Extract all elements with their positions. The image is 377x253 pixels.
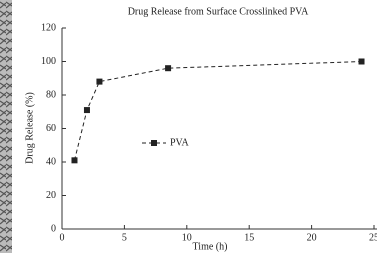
y-tick-label: 40: [46, 156, 56, 167]
x-axis-label: Time (h): [193, 241, 228, 252]
y-tick-label: 100: [41, 56, 56, 67]
marker: [359, 59, 365, 65]
series-line: [74, 62, 361, 161]
y-tick-label: 120: [41, 22, 56, 33]
x-tick-label: 25: [369, 232, 377, 243]
y-tick-label: 0: [51, 223, 56, 234]
chart-title: Drug Release from Surface Crosslinked PV…: [128, 6, 309, 17]
marker: [96, 79, 102, 85]
x-tick-label: 0: [60, 232, 65, 243]
legend-marker: [151, 140, 157, 146]
marker: [165, 65, 171, 71]
legend-label: PVA: [170, 137, 189, 148]
marker: [71, 157, 77, 163]
x-tick-label: 20: [307, 232, 317, 243]
y-tick-label: 80: [46, 89, 56, 100]
x-tick-label: 10: [182, 232, 192, 243]
x-tick-label: 15: [244, 232, 254, 243]
marker: [84, 107, 90, 113]
y-axis-label: Drug Release (%): [24, 92, 35, 164]
x-tick-label: 5: [122, 232, 127, 243]
y-tick-label: 20: [46, 190, 56, 201]
background-image-strip: [0, 0, 12, 253]
y-tick-label: 60: [46, 123, 56, 134]
chart: Drug Release from Surface Crosslinked PV…: [0, 0, 377, 253]
